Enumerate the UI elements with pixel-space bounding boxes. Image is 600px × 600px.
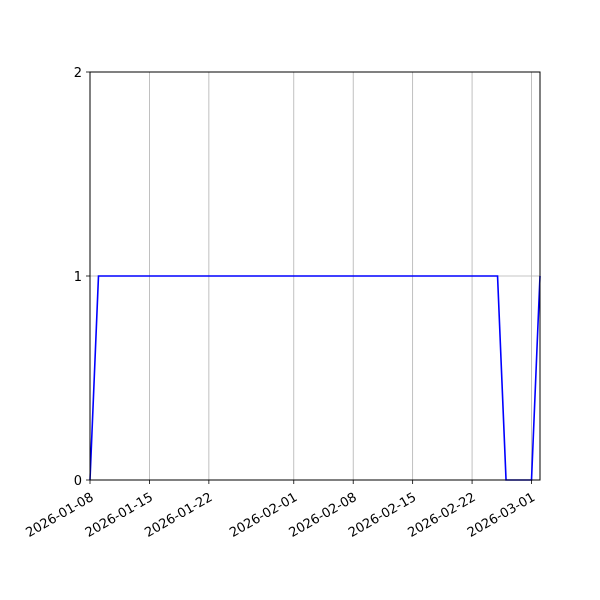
y-tick-label: 0 [74,474,82,489]
series-lines [89,275,541,481]
series-line [89,275,541,481]
y-axis: 0 1 2 [74,66,90,489]
y-tick-label: 2 [74,66,82,81]
y-tick-label: 1 [74,270,82,285]
x-tick-label: 2026-03-01 [465,490,538,541]
x-tick-label: 2026-01-22 [142,490,215,541]
